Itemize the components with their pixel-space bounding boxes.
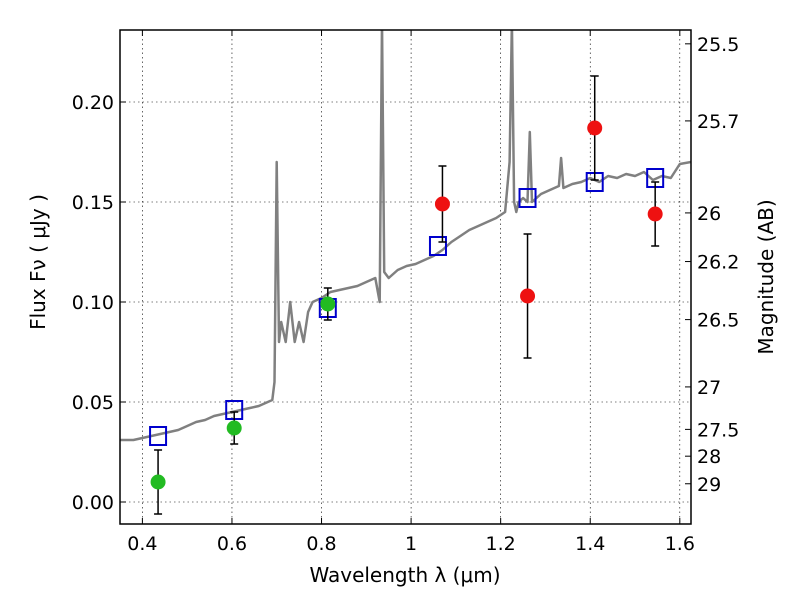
photometry-point	[520, 288, 536, 304]
photometry-point	[320, 296, 336, 312]
x-tick-label: 0.4	[127, 533, 157, 555]
y-tick-label: 0.20	[72, 92, 114, 114]
photometry-point	[587, 120, 603, 136]
y-tick-label: 0.05	[72, 392, 114, 414]
y-axis-title: Flux Fν ( μJy )	[26, 194, 50, 330]
photometry-point	[226, 420, 242, 436]
y-tick-label: 0.00	[72, 492, 114, 514]
mag-tick-label: 26	[697, 203, 721, 225]
data-marks	[149, 75, 665, 515]
x-tick-label: 0.6	[217, 533, 247, 555]
mag-tick-label: 27.5	[697, 419, 739, 441]
model-photometry-point	[428, 236, 447, 256]
mag-tick-label: 28	[697, 446, 721, 468]
x-axis-title: Wavelength λ (μm)	[309, 563, 500, 587]
y-tick-label: 0.10	[72, 292, 114, 314]
x-tick-label: 1.2	[486, 533, 516, 555]
x-tick-label: 1	[405, 533, 417, 555]
photometry-point	[647, 206, 663, 222]
grid	[120, 30, 691, 524]
photometry-point	[150, 474, 166, 490]
mag-tick-label: 25.5	[697, 34, 739, 56]
mag-tick-label: 29	[697, 474, 721, 496]
mag-tick-label: 25.7	[697, 111, 739, 133]
mag-tick-label: 26.5	[697, 310, 739, 332]
mag-tick-label: 26.2	[697, 252, 739, 274]
model-spectrum-line	[120, 30, 691, 442]
ticks: 0.4 0.6 0.8 1 1.2 1.4 1.6 0.00 0.05 0.10 0.15 0.20 2…	[72, 30, 739, 555]
photometry-point	[434, 196, 450, 212]
y-tick-label: 0.15	[72, 192, 114, 214]
model-spectrum	[120, 30, 691, 442]
mag-tick-label: 27	[697, 377, 721, 399]
plot-frame	[119, 29, 692, 525]
model-photometry-point	[518, 188, 537, 208]
y-axis-right-title: Magnitude (AB)	[754, 199, 778, 354]
x-tick-label: 0.8	[306, 533, 336, 555]
x-tick-label: 1.6	[665, 533, 695, 555]
x-tick-label: 1.4	[575, 533, 605, 555]
model-photometry-point	[149, 426, 168, 446]
